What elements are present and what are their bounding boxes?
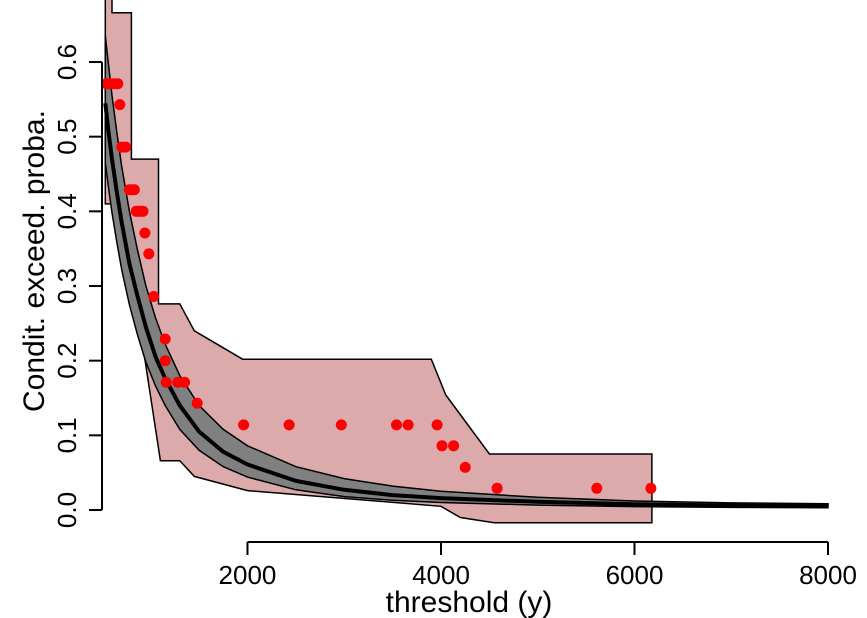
x-tick-label: 4000 bbox=[412, 560, 470, 590]
data-point bbox=[112, 78, 124, 90]
y-tick-label: 0.0 bbox=[52, 492, 82, 528]
x-axis-title: threshold (y) bbox=[386, 586, 553, 618]
data-point bbox=[591, 482, 603, 494]
data-point bbox=[160, 376, 172, 388]
data-point bbox=[191, 397, 203, 409]
data-point bbox=[114, 99, 126, 111]
axes: 2000 4000 6000 8000 0.0 0.1 0.2 0.3 0.4 0.5 0.6 bbox=[52, 44, 857, 590]
data-point bbox=[335, 419, 347, 431]
model-fit-line bbox=[103, 102, 829, 509]
data-point bbox=[645, 482, 657, 494]
x-tick-label: 6000 bbox=[606, 560, 664, 590]
data-point bbox=[139, 227, 151, 239]
x-tick-label: 8000 bbox=[799, 560, 857, 590]
y-tick-label: 0.5 bbox=[52, 119, 82, 155]
data-point bbox=[491, 482, 503, 494]
data-point bbox=[436, 440, 448, 452]
plot-area bbox=[102, 0, 829, 524]
data-point bbox=[448, 440, 460, 452]
y-tick-label: 0.4 bbox=[52, 193, 82, 229]
data-point bbox=[238, 419, 250, 431]
data-point bbox=[137, 205, 149, 217]
data-point bbox=[283, 419, 295, 431]
x-tick-label: 2000 bbox=[219, 560, 277, 590]
data-point bbox=[120, 141, 132, 153]
y-axis-title: Condit. exceed. proba. bbox=[18, 110, 51, 412]
data-point bbox=[159, 355, 171, 367]
data-point bbox=[143, 248, 155, 260]
y-tick-label: 0.1 bbox=[52, 417, 82, 453]
empirical-confidence-band bbox=[104, 0, 653, 524]
data-point bbox=[159, 333, 171, 345]
data-point bbox=[459, 461, 471, 473]
data-point bbox=[402, 419, 414, 431]
y-tick-label: 0.6 bbox=[52, 44, 82, 80]
data-point bbox=[431, 419, 443, 431]
data-point bbox=[128, 184, 140, 196]
data-point bbox=[179, 376, 191, 388]
y-tick-label: 0.2 bbox=[52, 343, 82, 379]
data-point bbox=[391, 419, 402, 431]
y-tick-label: 0.3 bbox=[52, 268, 82, 304]
data-point bbox=[148, 291, 160, 302]
